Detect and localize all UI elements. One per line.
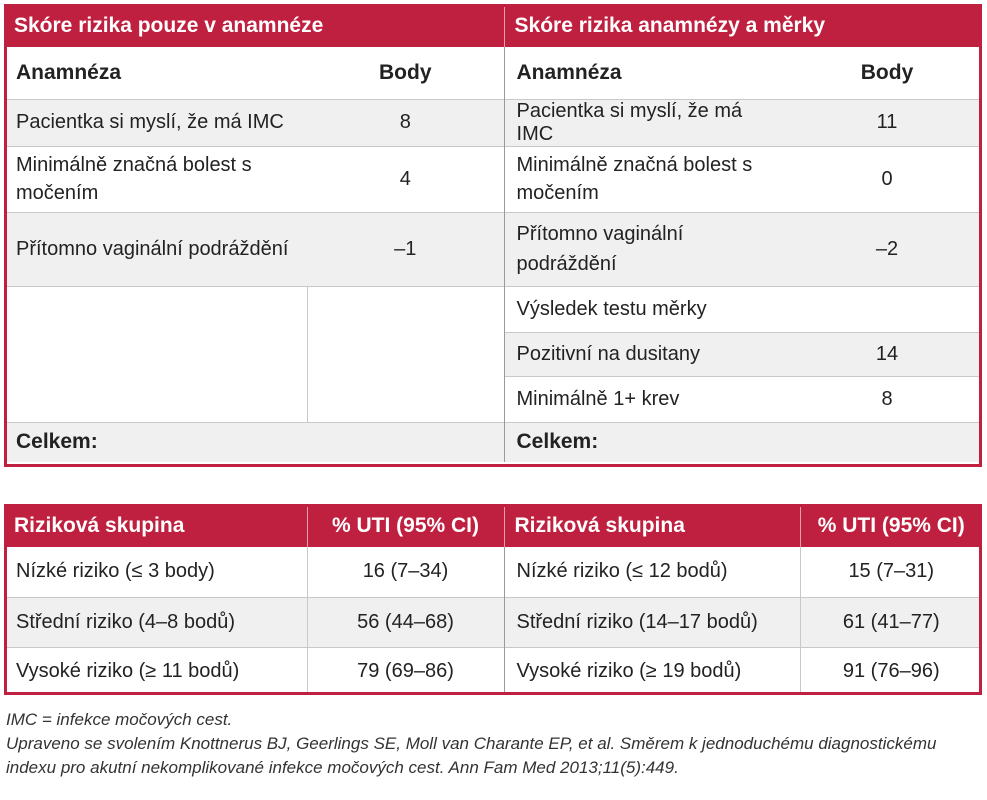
- row-label: Minimálně 1+ krev: [503, 376, 793, 422]
- row-label: Minimálně značná bolest s močením: [503, 146, 793, 212]
- risk-group-table: Riziková skupina % UTI (95% CI) Riziková…: [4, 504, 982, 695]
- table-row: Střední riziko (4–8 bodů) 56 (44–68) Stř…: [4, 597, 982, 647]
- table-row: Vysoké riziko (≥ 11 bodů) 79 (69–86) Vys…: [4, 647, 982, 695]
- row-points: 8: [399, 111, 411, 133]
- row-label: Střední riziko (14–17 bodů): [503, 597, 800, 647]
- row-points: 14: [792, 332, 983, 376]
- table-row: Nízké riziko (≤ 3 body) 16 (7–34) Nízké …: [4, 547, 982, 597]
- table-row: Pacientka si myslí, že má IMC 8 Pacientk…: [4, 99, 983, 146]
- row-value: 16 (7–34): [306, 547, 504, 597]
- col-risk-group-right: Riziková skupina: [503, 504, 800, 547]
- col-history-left: Anamnéza: [16, 60, 122, 84]
- row-label: Minimálně značná bolest s močením: [16, 154, 252, 204]
- abbreviation-note: IMC = infekce močových cest.: [6, 710, 233, 729]
- row-points: 0: [881, 167, 893, 190]
- row-label: Vysoké riziko (≥ 11 bodů): [16, 659, 240, 682]
- source-note-line1: Upraveno se svolením Knottnerus BJ, Geer…: [6, 734, 937, 753]
- table-row: Přítomno vaginální podráždění –1 Přítomn…: [4, 212, 983, 286]
- total-row: Celkem: Celkem:: [4, 422, 983, 462]
- table-row: Pozitivní na dusitany 14: [4, 332, 983, 376]
- row-label: Pacientka si myslí, že má IMC: [503, 99, 793, 146]
- table-row: Minimálně značná bolest s močením 4 Mini…: [4, 146, 983, 212]
- row-value: 15 (7–31): [799, 547, 982, 597]
- row-points: 8: [792, 376, 983, 422]
- row-value: 56 (44–68): [306, 597, 504, 647]
- row-label: Pacientka si myslí, že má IMC: [16, 111, 284, 133]
- row-label: Přítomno vaginální podráždění: [16, 237, 289, 260]
- row-label: Pozitivní na dusitany: [503, 332, 793, 376]
- row-label: Nízké riziko (≤ 12 bodů): [503, 547, 800, 597]
- row-value: 91 (76–96): [799, 647, 982, 695]
- row-label: Přítomno vaginální podráždění: [503, 212, 793, 286]
- footnotes: IMC = infekce močových cest. Upraveno se…: [6, 708, 981, 780]
- total-label-left: Celkem:: [16, 430, 98, 454]
- row-value: 61 (41–77): [799, 597, 982, 647]
- risk-score-table: Skóre rizika pouze v anamnéze Skóre rizi…: [4, 4, 983, 462]
- col-points-left: Body: [379, 60, 432, 84]
- row-points: 4: [399, 167, 411, 190]
- source-note-line2: indexu pro akutní nekomplikované infekce…: [6, 758, 679, 777]
- col-points-right: Body: [860, 60, 914, 84]
- history-dipstick-title: Skóre rizika anamnézy a měrky: [503, 4, 983, 47]
- row-value: 79 (69–86): [306, 647, 504, 695]
- col-risk-group-left: Riziková skupina: [4, 504, 307, 547]
- row-points: –2: [875, 237, 899, 260]
- dipstick-heading: Výsledek testu měrky: [503, 286, 983, 332]
- col-uti-right: % UTI (95% CI): [799, 504, 982, 547]
- row-points: –1: [394, 237, 417, 260]
- table-row: Výsledek testu měrky: [4, 286, 983, 422]
- history-only-title: Skóre rizika pouze v anamnéze: [4, 4, 505, 47]
- total-label-right: Celkem:: [503, 422, 983, 462]
- row-label: Nízké riziko (≤ 3 body): [16, 560, 215, 583]
- row-label: Vysoké riziko (≥ 19 bodů): [503, 647, 800, 695]
- col-history-right: Anamnéza: [503, 47, 793, 99]
- row-points: 11: [876, 111, 898, 133]
- table-row: Minimálně 1+ krev 8: [4, 376, 983, 422]
- col-uti-left: % UTI (95% CI): [306, 504, 504, 547]
- row-label: Střední riziko (4–8 bodů): [16, 610, 236, 633]
